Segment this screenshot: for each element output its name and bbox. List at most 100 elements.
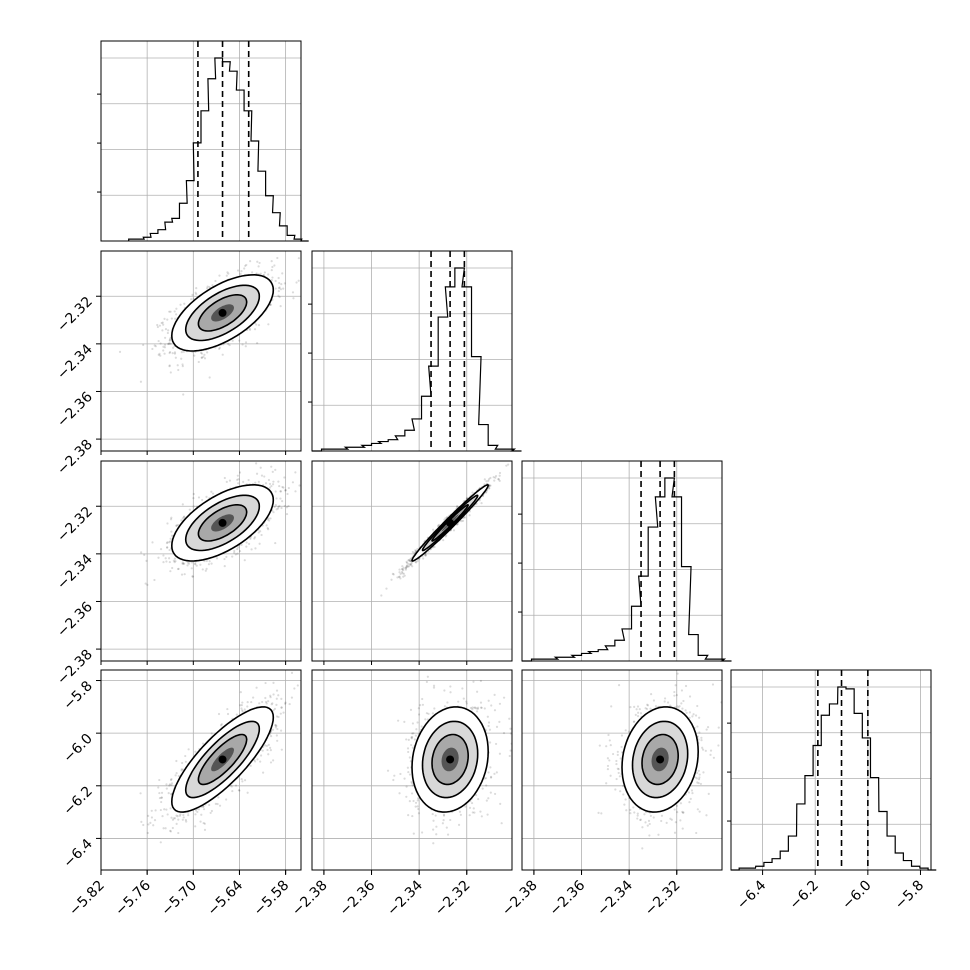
scatter-point bbox=[283, 504, 286, 508]
scatter-point bbox=[262, 273, 265, 277]
scatter-point bbox=[266, 527, 269, 530]
scatter-point bbox=[267, 517, 270, 520]
scatter-point bbox=[269, 749, 272, 752]
scatter-point bbox=[208, 285, 211, 289]
scatter-point bbox=[294, 490, 297, 493]
scatter-point bbox=[279, 305, 282, 308]
contour-outer bbox=[170, 483, 275, 562]
scatter-point bbox=[175, 524, 178, 527]
scatter-point bbox=[205, 559, 208, 563]
scatter-point bbox=[281, 485, 284, 489]
scatter-point bbox=[274, 726, 277, 729]
scatter-point bbox=[267, 323, 270, 326]
scatter-point bbox=[210, 809, 213, 813]
scatter-point bbox=[254, 547, 257, 550]
scatter-point bbox=[416, 548, 419, 551]
scatter-point bbox=[169, 337, 172, 340]
scatter-point bbox=[443, 518, 446, 521]
scatter-point bbox=[157, 556, 160, 559]
scatter-point bbox=[274, 723, 277, 727]
scatter-point bbox=[282, 486, 285, 489]
scatter-point bbox=[269, 303, 272, 306]
scatter-point bbox=[267, 753, 270, 756]
scatter-point bbox=[404, 567, 407, 570]
scatter-point bbox=[405, 560, 408, 563]
scatter-panel-2-1 bbox=[311, 460, 513, 662]
scatter-point bbox=[172, 559, 175, 562]
scatter-point bbox=[399, 577, 402, 580]
scatter-point bbox=[233, 549, 236, 553]
scatter-point bbox=[427, 550, 430, 553]
scatter-point bbox=[174, 356, 177, 359]
scatter-point bbox=[169, 342, 172, 346]
scatter-point bbox=[256, 341, 259, 345]
scatter-point bbox=[402, 566, 405, 569]
scatter-point bbox=[171, 346, 175, 349]
scatter-point bbox=[246, 701, 249, 704]
scatter-point bbox=[233, 551, 236, 554]
scatter-point bbox=[182, 816, 185, 819]
scatter-point bbox=[256, 260, 259, 263]
histogram-step-1 bbox=[312, 267, 522, 452]
scatter-point bbox=[283, 476, 286, 479]
scatter-point bbox=[424, 553, 428, 557]
scatter-point bbox=[280, 506, 283, 510]
scatter-point bbox=[197, 360, 200, 364]
scatter-point bbox=[166, 318, 169, 321]
scatter-point bbox=[165, 787, 168, 790]
scatter-point bbox=[268, 746, 272, 749]
scatter-point bbox=[444, 535, 447, 538]
scatter-point bbox=[409, 559, 412, 562]
scatter-point bbox=[159, 342, 162, 345]
scatter-point bbox=[405, 561, 409, 564]
scatter-point bbox=[275, 508, 278, 511]
scatter-point bbox=[414, 560, 417, 563]
scatter-point bbox=[279, 497, 282, 500]
scatter-point bbox=[165, 541, 169, 545]
scatter-point bbox=[193, 562, 197, 565]
scatter-point bbox=[396, 576, 399, 579]
contour-mid bbox=[184, 494, 261, 552]
scatter-point bbox=[214, 279, 217, 283]
scatter-point bbox=[169, 778, 173, 782]
scatter-point bbox=[437, 524, 440, 527]
scatter-point bbox=[205, 567, 208, 570]
scatter-point bbox=[162, 554, 165, 557]
scatter-point bbox=[287, 504, 290, 508]
scatter-point bbox=[180, 350, 183, 354]
scatter-point bbox=[154, 809, 157, 812]
scatter-point bbox=[274, 490, 277, 493]
histogram-frame-2 bbox=[521, 460, 723, 662]
scatter-point bbox=[196, 810, 199, 814]
scatter-point bbox=[170, 516, 173, 519]
scatter-point bbox=[438, 523, 441, 526]
scatter-point bbox=[192, 492, 195, 496]
scatter-point bbox=[260, 533, 263, 537]
scatter-point bbox=[274, 541, 277, 545]
scatter-point bbox=[223, 564, 226, 568]
scatter-point bbox=[278, 286, 281, 289]
scatter-point bbox=[263, 475, 266, 478]
scatter-point bbox=[285, 506, 289, 509]
scatter-point bbox=[166, 331, 169, 335]
scatter-point bbox=[211, 492, 215, 495]
scatter-point bbox=[238, 549, 242, 553]
scatter-point bbox=[195, 292, 198, 296]
scatter-point bbox=[201, 568, 204, 571]
scatter-point bbox=[194, 809, 198, 812]
scatter-point bbox=[238, 471, 242, 474]
scatter-point bbox=[168, 339, 171, 342]
scatter-point bbox=[272, 759, 275, 762]
contour-inner bbox=[197, 504, 248, 542]
scatter-frame-2-1 bbox=[311, 460, 513, 662]
scatter-point bbox=[255, 686, 258, 689]
scatter-point bbox=[237, 482, 240, 485]
scatter-point bbox=[274, 468, 277, 471]
histogram-step-3 bbox=[731, 686, 937, 871]
scatter-point bbox=[410, 563, 413, 566]
scatter-point bbox=[271, 265, 274, 269]
scatter-point bbox=[254, 481, 257, 484]
scatter-point bbox=[173, 352, 177, 355]
scatter-point bbox=[266, 518, 269, 521]
scatter-point bbox=[153, 344, 156, 347]
